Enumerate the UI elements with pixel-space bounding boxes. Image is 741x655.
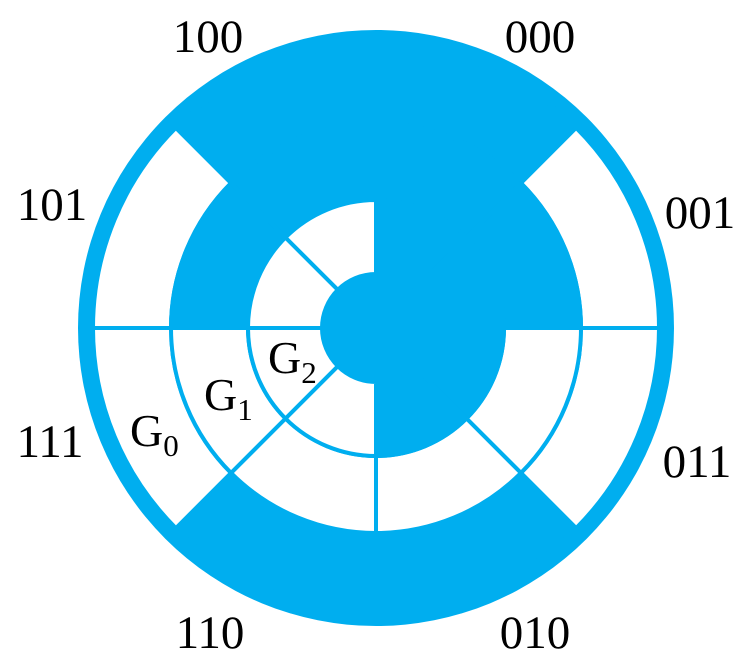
ring-label-g2: G2	[268, 332, 317, 390]
sector-code-label-8: 100	[173, 11, 244, 63]
ring-label-g0: G0	[130, 405, 179, 463]
ring-label-letter: G	[130, 405, 163, 456]
sector-code-label-3: 011	[663, 436, 732, 488]
ring-label-letter: G	[268, 332, 301, 383]
ring-label-subscript: 0	[163, 428, 179, 463]
sector-code-labels: 000 001 011 010 110 111 101 100	[16, 11, 735, 655]
sector-code-label-2: 001	[665, 187, 736, 239]
sector-code-label-4: 010	[500, 607, 571, 655]
ring-labels: G0 G1 G2	[130, 332, 317, 463]
encoder-cells	[90, 42, 662, 614]
ring-label-subscript: 1	[237, 392, 253, 427]
center-hub	[322, 274, 430, 382]
sector-code-label-5: 110	[176, 607, 245, 655]
sector-code-label-6: 111	[16, 416, 83, 468]
ring-label-g1: G1	[204, 369, 253, 427]
ring-label-letter: G	[204, 369, 237, 420]
sector-code-label-1: 000	[505, 11, 576, 63]
sector-code-label-7: 101	[17, 179, 88, 231]
ring-label-subscript: 2	[301, 355, 317, 390]
